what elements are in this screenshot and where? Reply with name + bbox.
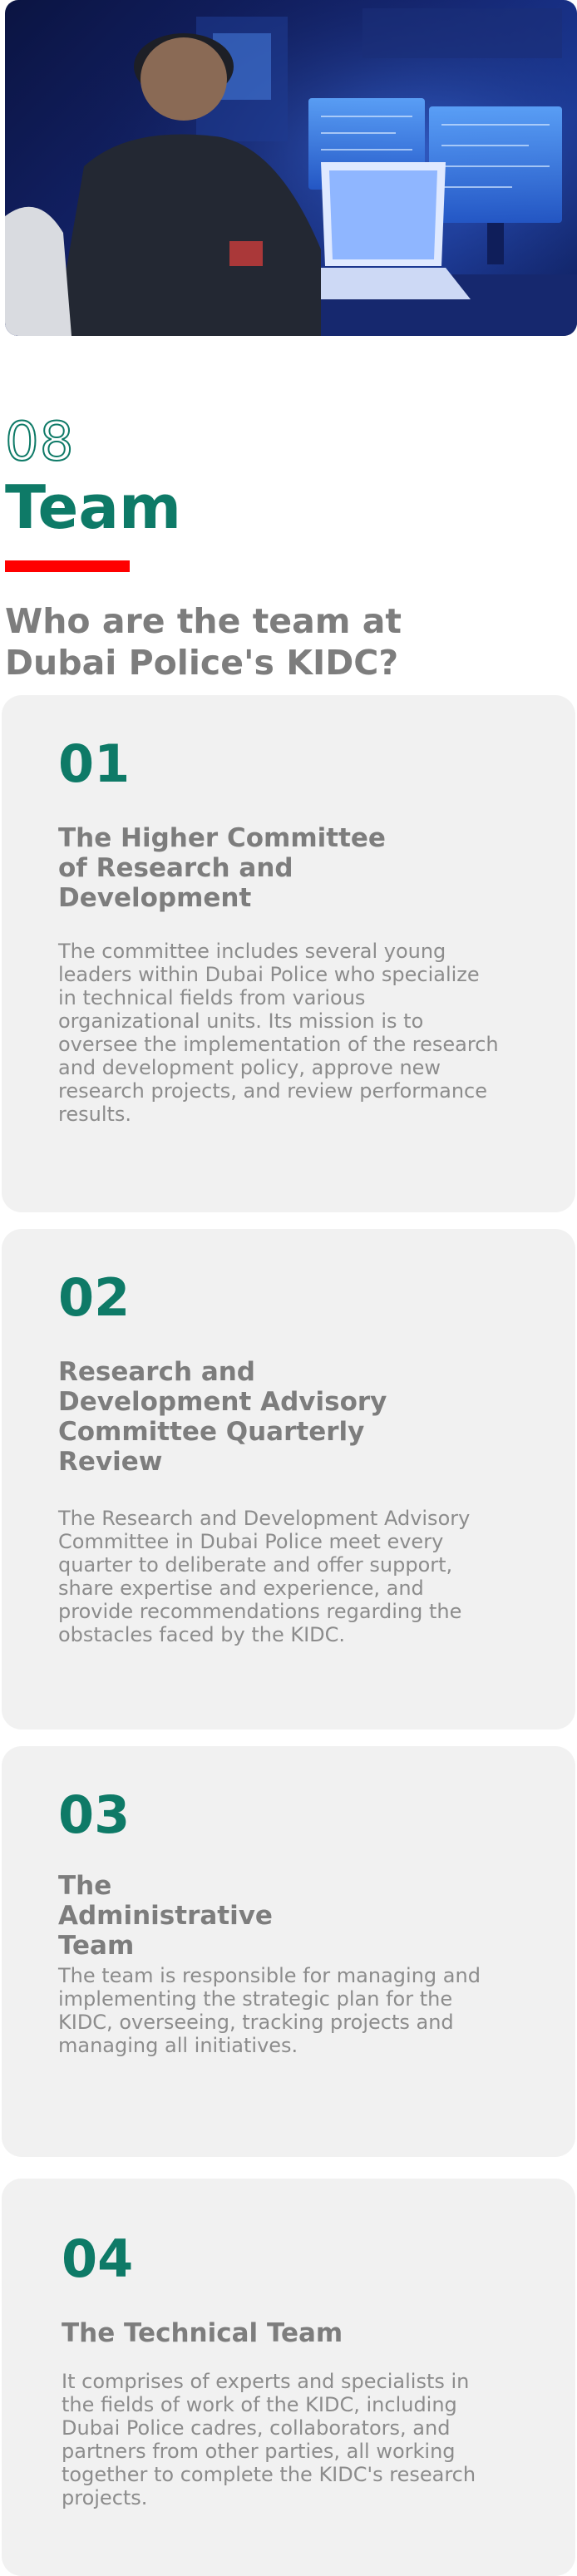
card-text: It comprises of experts and specialists … [62,2370,476,2509]
section-header: 08 Team Who are the team at Dubai Police… [0,336,577,948]
card-title: The Higher Committee of Research and Dev… [58,823,386,913]
officer-at-computer-illustration [5,0,577,336]
card-text: The Research and Development Advisory Co… [58,1507,471,1646]
card-number: 01 [58,733,131,794]
card-number: 03 [58,1784,131,1845]
accent-bar [5,560,130,572]
card-text: The team is responsible for managing and… [58,1964,481,2057]
hero-image [5,0,577,336]
card-title: Research and Development Advisory Commit… [58,1357,387,1477]
section-number: 08 [4,412,75,473]
card-text: The committee includes several young lea… [58,940,499,1126]
card-number: 02 [58,1267,131,1328]
card-title: The Administrative Team [58,1871,273,1961]
card-title: The Technical Team [62,2318,343,2348]
team-card-1: 01 The Higher Committee of Research and … [2,695,575,1212]
section-subtitle: Who are the team at Dubai Police's KIDC? [5,601,402,683]
team-card-4: 04 The Technical Team It comprises of ex… [2,2179,575,2576]
team-card-2: 02 Research and Development Advisory Com… [2,1229,575,1730]
team-card-3: 03 The Administrative Team The team is r… [2,1746,575,2157]
card-number: 04 [62,2228,134,2289]
section-title: Team [5,472,181,542]
